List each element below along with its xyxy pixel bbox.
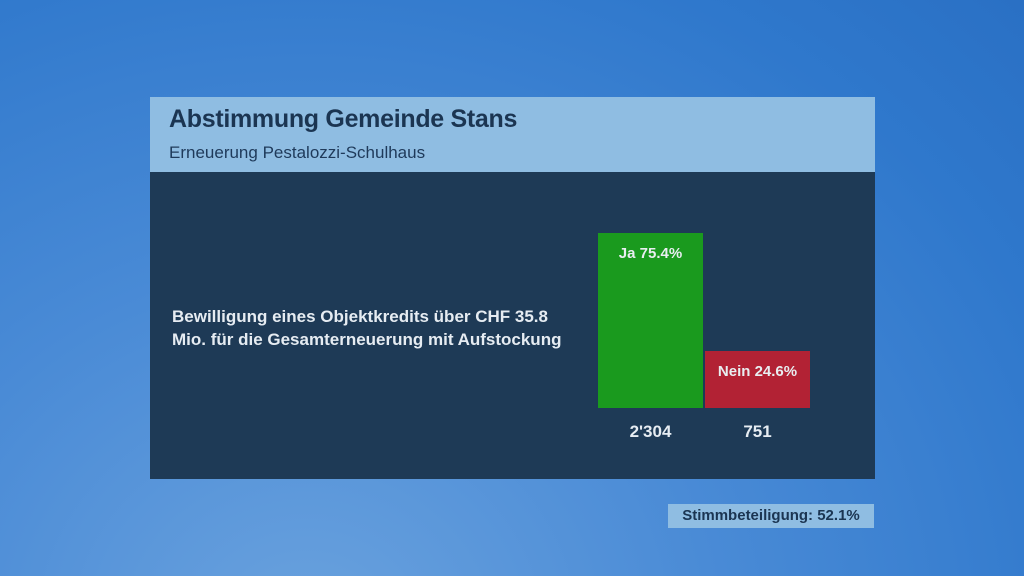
vote-count: 751 bbox=[743, 422, 772, 441]
vote-count: 2'304 bbox=[629, 422, 672, 441]
bar-label: Ja 75.4% bbox=[618, 245, 683, 263]
bar-ja: Ja 75.4% bbox=[598, 233, 703, 408]
results-panel: Bewilligung eines Objektkredits über CHF… bbox=[150, 172, 875, 479]
bar-nein: Nein 24.6% bbox=[705, 350, 810, 408]
page-subtitle: Erneuerung Pestalozzi-Schulhaus bbox=[169, 143, 426, 162]
page-title: Abstimmung Gemeinde Stans bbox=[169, 105, 518, 133]
header: Abstimmung Gemeinde Stans Erneuerung Pes… bbox=[150, 97, 875, 172]
ballot-question: Bewilligung eines Objektkredits über CHF… bbox=[172, 307, 562, 349]
turnout-badge: Stimmbeteiligung: 52.1% bbox=[668, 504, 874, 528]
bar-label: Nein 24.6% bbox=[717, 362, 798, 380]
